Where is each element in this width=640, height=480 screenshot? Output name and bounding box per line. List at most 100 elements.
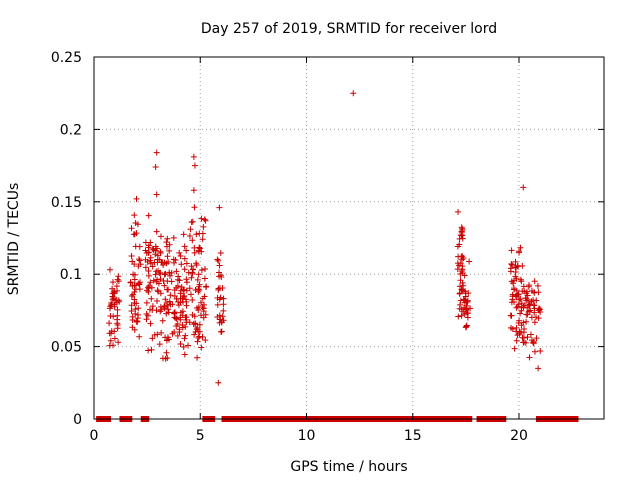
data-point <box>115 278 122 285</box>
data-point <box>157 233 164 240</box>
data-point <box>177 309 184 316</box>
data-point <box>148 295 155 302</box>
data-point <box>175 273 182 280</box>
data-point <box>196 248 203 255</box>
data-point <box>454 260 461 267</box>
data-point <box>153 149 160 156</box>
data-point <box>217 294 224 301</box>
data-point <box>173 268 180 275</box>
data-point <box>162 270 169 277</box>
data-point <box>183 314 190 321</box>
data-point <box>194 324 201 331</box>
data-point <box>144 312 151 319</box>
data-point <box>158 329 165 336</box>
data-point <box>106 305 113 312</box>
data-point <box>183 260 190 267</box>
data-point <box>177 252 184 259</box>
data-point <box>161 303 168 310</box>
data-point <box>523 311 530 318</box>
data-point <box>180 231 187 238</box>
data-point <box>111 335 118 342</box>
data-point <box>187 291 194 298</box>
data-point <box>147 279 154 286</box>
y-tick-label: 0.05 <box>51 340 82 356</box>
data-point <box>508 278 515 285</box>
data-point <box>165 258 172 265</box>
data-point <box>113 299 120 306</box>
data-point <box>215 379 222 386</box>
data-point <box>166 269 173 276</box>
data-point <box>512 292 519 299</box>
data-point <box>194 338 201 345</box>
data-point <box>191 162 198 169</box>
data-point <box>194 276 201 283</box>
data-point <box>191 244 198 251</box>
data-point <box>517 295 524 302</box>
y-tick-label: 0.2 <box>60 122 82 138</box>
data-point <box>528 337 535 344</box>
data-point <box>203 283 210 290</box>
data-point <box>157 308 164 315</box>
data-point <box>157 290 164 297</box>
data-point <box>146 306 153 313</box>
data-point <box>113 283 120 290</box>
data-point <box>530 340 537 347</box>
data-point <box>215 257 222 264</box>
data-point <box>513 337 520 344</box>
data-point <box>165 309 172 316</box>
data-point <box>507 265 514 272</box>
data-point <box>461 272 468 279</box>
data-point <box>521 339 528 346</box>
data-point <box>129 324 136 331</box>
data-point <box>183 276 190 283</box>
data-point <box>461 311 468 318</box>
data-point <box>464 310 471 317</box>
data-point <box>219 313 226 320</box>
data-point <box>154 276 161 283</box>
data-point <box>186 285 193 292</box>
data-point <box>166 241 173 248</box>
data-point <box>166 247 173 254</box>
data-point <box>524 334 531 341</box>
data-point <box>157 249 164 256</box>
data-point <box>165 306 172 313</box>
data-point <box>129 283 136 290</box>
data-point <box>198 299 205 306</box>
data-point <box>531 319 538 326</box>
data-point <box>534 282 541 289</box>
axis-ticks: 0 5 10 15 20 0 0.05 0.1 0.15 0.2 0.25 <box>51 50 604 444</box>
data-point <box>136 257 143 264</box>
data-point <box>107 266 114 273</box>
data-point <box>163 299 170 306</box>
data-point <box>174 332 181 339</box>
data-point <box>195 306 202 313</box>
y-tick-label: 0.25 <box>51 50 82 66</box>
data-point <box>159 317 166 324</box>
plot-frame <box>93 56 605 420</box>
data-point <box>177 341 184 348</box>
data-point <box>133 317 140 324</box>
data-point <box>196 287 203 294</box>
data-point <box>215 286 222 293</box>
data-point <box>131 212 138 219</box>
data-point <box>128 292 135 299</box>
data-point <box>196 328 203 335</box>
data-point <box>147 260 154 267</box>
data-point <box>128 308 135 315</box>
data-point <box>518 307 525 314</box>
data-point <box>537 347 544 354</box>
data-point <box>130 231 137 238</box>
data-point <box>189 237 196 244</box>
data-point <box>519 262 526 269</box>
data-point <box>201 301 208 308</box>
data-point <box>192 320 199 327</box>
data-point <box>195 271 202 278</box>
data-point <box>201 216 208 223</box>
data-point <box>202 337 209 344</box>
data-point <box>350 90 357 97</box>
data-point <box>507 312 514 319</box>
data-point <box>536 306 543 313</box>
data-point <box>106 320 113 327</box>
data-point <box>114 306 121 313</box>
